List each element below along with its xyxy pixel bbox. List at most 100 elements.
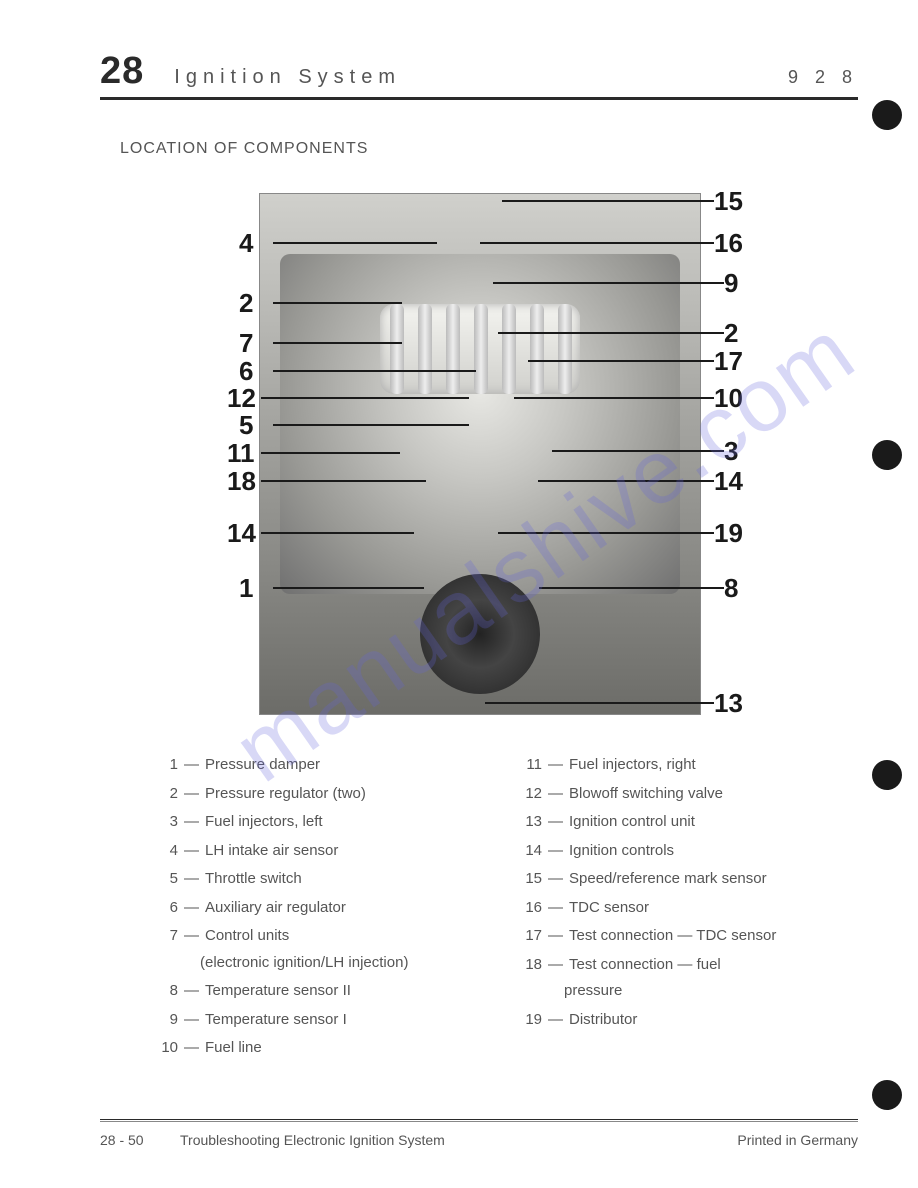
callout-number: 2 [239, 288, 253, 319]
legend-dash: — [184, 868, 199, 891]
legend-label: Temperature sensor II [205, 980, 351, 1003]
leader-line [498, 532, 714, 534]
page-header: 28 Ignition System 9 2 8 [100, 50, 858, 100]
legend-number: 17 [514, 925, 542, 948]
legend-item: 9—Temperature sensor I [150, 1009, 464, 1032]
legend-number: 6 [150, 897, 178, 920]
legend-number: 5 [150, 868, 178, 891]
legend-number: 4 [150, 840, 178, 863]
punch-hole [872, 760, 902, 790]
legend-label: Test connection — TDC sensor [569, 925, 776, 948]
legend-dash: — [184, 811, 199, 834]
leader-line [528, 360, 714, 362]
legend-item: 11 — Fuel injectors, right [514, 754, 828, 777]
leader-line [514, 397, 714, 399]
leader-line [273, 587, 424, 589]
legend-label: Test connection — fuel [569, 954, 721, 977]
page-footer: 28 - 50 Troubleshooting Electronic Ignit… [100, 1119, 858, 1148]
legend-label: Blowoff switching valve [569, 783, 723, 806]
model-number: 9 2 8 [788, 67, 858, 88]
legend-dash: — [184, 1009, 199, 1032]
legend-label: LH intake air sensor [205, 840, 338, 863]
callout-number: 7 [239, 328, 253, 359]
legend-number: 11 [514, 754, 542, 777]
legend-dash: — [184, 980, 199, 1003]
leader-line [493, 282, 724, 284]
chapter-number: 28 [100, 50, 144, 93]
intake-manifold [380, 304, 580, 394]
legend-item: 4 — LH intake air sensor [150, 840, 464, 863]
legend-item: 3—Fuel injectors, left [150, 811, 464, 834]
legend-number: 16 [514, 897, 542, 920]
legend-item: 17 — Test connection — TDC sensor [514, 925, 828, 948]
legend-number: 12 [514, 783, 542, 806]
legend-sublabel: (electronic ignition/LH injection) [200, 952, 408, 975]
legend-dash: — [548, 925, 563, 948]
legend-dash: — [548, 1009, 563, 1032]
legend-label: TDC sensor [569, 897, 649, 920]
legend-label: Auxiliary air regulator [205, 897, 346, 920]
legend: 1—Pressure damper2—Pressure regulator (t… [150, 748, 828, 1066]
legend-item: 5—Throttle switch [150, 868, 464, 891]
legend-label: Fuel injectors, right [569, 754, 696, 777]
punch-hole [872, 100, 902, 130]
legend-item: 16 — TDC sensor [514, 897, 828, 920]
legend-item: 12 — Blowoff switching valve [514, 783, 828, 806]
page-root: 28 Ignition System 9 2 8 LOCATION OF COM… [0, 0, 918, 1188]
callout-number: 11 [227, 438, 255, 469]
leader-line [273, 424, 469, 426]
section-title: LOCATION OF COMPONENTS [120, 140, 858, 158]
callout-number: 16 [714, 228, 743, 259]
leader-line [261, 480, 426, 482]
legend-dash: — [184, 754, 199, 777]
footer-title: Troubleshooting Electronic Ignition Syst… [180, 1132, 737, 1148]
legend-label: Temperature sensor I [205, 1009, 347, 1032]
legend-label: Fuel injectors, left [205, 811, 323, 834]
legend-subitem: (electronic ignition/LH injection) [150, 954, 464, 975]
leader-line [498, 332, 724, 334]
legend-label: Pressure damper [205, 754, 320, 777]
leader-line [539, 587, 724, 589]
legend-number: 10 [150, 1037, 178, 1060]
callout-number: 14 [714, 466, 743, 497]
legend-item: 6 — Auxiliary air regulator [150, 897, 464, 920]
legend-dash: — [548, 954, 563, 977]
legend-number: 2 [150, 783, 178, 806]
punch-hole [872, 440, 902, 470]
leader-line [273, 242, 437, 244]
legend-dash: — [184, 783, 199, 806]
legend-dash: — [184, 840, 199, 863]
leader-line [480, 242, 714, 244]
legend-item: 15—Speed/reference mark sensor [514, 868, 828, 891]
leader-line [538, 480, 714, 482]
leader-line [261, 397, 469, 399]
legend-dash: — [184, 925, 199, 948]
legend-item: 19—Distributor [514, 1009, 828, 1032]
leader-line [552, 450, 724, 452]
callout-number: 17 [714, 346, 743, 377]
footer-rule [100, 1119, 858, 1122]
legend-dash: — [548, 897, 563, 920]
callout-number: 2 [724, 318, 738, 349]
legend-number: 7 [150, 925, 178, 948]
component-diagram: 42761251118141151692171031419813 [159, 178, 799, 728]
legend-item: 13—Ignition control unit [514, 811, 828, 834]
cooling-fan [420, 574, 540, 694]
leader-line [273, 302, 402, 304]
legend-label: Pressure regulator (two) [205, 783, 366, 806]
legend-number: 18 [514, 954, 542, 977]
leader-line [261, 452, 400, 454]
legend-item: 10—Fuel line [150, 1037, 464, 1060]
legend-dash: — [548, 811, 563, 834]
callout-number: 14 [227, 518, 256, 549]
callout-number: 8 [724, 573, 738, 604]
legend-dash: — [548, 868, 563, 891]
callout-number: 5 [239, 410, 253, 441]
callout-number: 3 [724, 436, 738, 467]
callout-number: 10 [714, 383, 743, 414]
legend-dash: — [548, 783, 563, 806]
legend-label: Control units [205, 925, 289, 948]
legend-left-column: 1—Pressure damper2—Pressure regulator (t… [150, 748, 464, 1066]
legend-dash: — [184, 897, 199, 920]
legend-dash: — [548, 754, 563, 777]
